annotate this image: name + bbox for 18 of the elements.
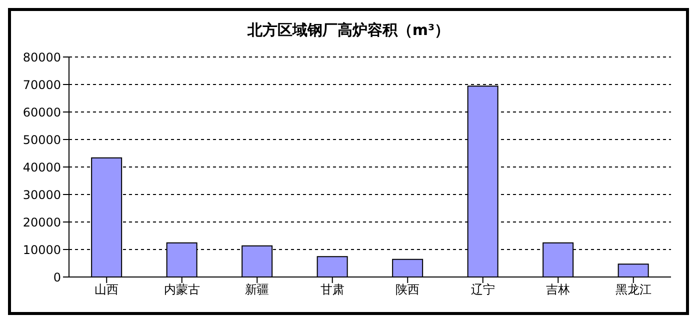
- x-tick-label: 陕西: [396, 282, 420, 297]
- y-tick-label: 20000: [22, 215, 61, 230]
- y-tick-label: 10000: [22, 242, 61, 257]
- x-tick-label: 黑龙江: [615, 282, 652, 297]
- x-tick-label: 内蒙古: [164, 282, 200, 297]
- y-tick-label: 0: [53, 270, 61, 284]
- y-tick-label: 40000: [22, 160, 61, 174]
- x-tick-label: 新疆: [245, 282, 270, 297]
- chart-title: 北方区域钢厂高炉容积（m³）: [246, 21, 451, 41]
- y-tick-label: 30000: [22, 188, 61, 202]
- y-tick-label: 70000: [22, 78, 61, 92]
- x-tick-label: 山西: [94, 282, 119, 297]
- y-tick-label: 80000: [22, 50, 61, 64]
- x-tick-label: 吉林: [546, 282, 570, 297]
- y-tick-label: 50000: [22, 132, 61, 147]
- x-tick-label: 辽宁: [470, 282, 495, 297]
- y-tick-label: 60000: [22, 105, 61, 120]
- x-tick-label: 甘肃: [320, 282, 344, 297]
